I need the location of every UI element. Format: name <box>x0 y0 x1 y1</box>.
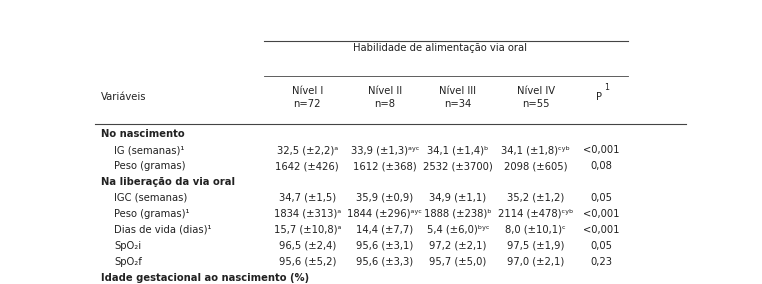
Text: 0,05: 0,05 <box>591 241 613 251</box>
Text: P: P <box>596 93 602 103</box>
Text: 1844 (±296)ᵃʸᶜ: 1844 (±296)ᵃʸᶜ <box>347 209 422 219</box>
Text: 14,4 (±7,7): 14,4 (±7,7) <box>357 225 414 235</box>
Text: 1888 (±238)ᵇ: 1888 (±238)ᵇ <box>424 209 491 219</box>
Text: 8,0 (±10,1)ᶜ: 8,0 (±10,1)ᶜ <box>505 225 566 235</box>
Text: 1612 (±368): 1612 (±368) <box>353 161 417 171</box>
Text: SpO₂f: SpO₂f <box>114 257 142 267</box>
Text: No nascimento: No nascimento <box>101 129 184 139</box>
Text: 0,23: 0,23 <box>591 257 613 267</box>
Text: IG (semanas)¹: IG (semanas)¹ <box>114 145 184 155</box>
Text: Dias de vida (dias)¹: Dias de vida (dias)¹ <box>114 225 212 235</box>
Text: 97,5 (±1,9): 97,5 (±1,9) <box>507 241 565 251</box>
Text: Nível I
n=72: Nível I n=72 <box>292 86 323 109</box>
Text: 95,6 (±5,2): 95,6 (±5,2) <box>279 257 336 267</box>
Text: Na liberação da via oral: Na liberação da via oral <box>101 177 235 187</box>
Text: <0,001: <0,001 <box>583 145 620 155</box>
Text: 95,6 (±3,1): 95,6 (±3,1) <box>357 241 414 251</box>
Text: Peso (gramas)¹: Peso (gramas)¹ <box>114 209 190 219</box>
Text: IGC (semanas): IGC (semanas) <box>114 193 187 203</box>
Text: 1834 (±313)ᵃ: 1834 (±313)ᵃ <box>274 209 341 219</box>
Text: 1: 1 <box>604 83 609 92</box>
Text: 34,9 (±1,1): 34,9 (±1,1) <box>429 193 486 203</box>
Text: Nível III
n=34: Nível III n=34 <box>440 86 476 109</box>
Text: 33,9 (±1,3)ᵃʸᶜ: 33,9 (±1,3)ᵃʸᶜ <box>351 145 419 155</box>
Text: 1642 (±426): 1642 (±426) <box>275 161 339 171</box>
Text: <0,001: <0,001 <box>583 209 620 219</box>
Text: Nível II
n=8: Nível II n=8 <box>368 86 402 109</box>
Text: 2114 (±478)ᶜʸᵇ: 2114 (±478)ᶜʸᵇ <box>498 209 574 219</box>
Text: Idade gestacional ao nascimento (%): Idade gestacional ao nascimento (%) <box>101 273 309 283</box>
Text: 2532 (±3700): 2532 (±3700) <box>423 161 493 171</box>
Text: 95,6 (±3,3): 95,6 (±3,3) <box>357 257 414 267</box>
Text: 34,1 (±1,8)ᶜʸᵇ: 34,1 (±1,8)ᶜʸᵇ <box>501 145 570 155</box>
Text: Peso (gramas): Peso (gramas) <box>114 161 186 171</box>
Text: 97,2 (±2,1): 97,2 (±2,1) <box>429 241 486 251</box>
Text: 97,0 (±2,1): 97,0 (±2,1) <box>507 257 565 267</box>
Text: 34,7 (±1,5): 34,7 (±1,5) <box>279 193 336 203</box>
Text: 2098 (±605): 2098 (±605) <box>504 161 568 171</box>
Text: 0,05: 0,05 <box>591 193 613 203</box>
Text: SpO₂i: SpO₂i <box>114 241 141 251</box>
Text: 35,9 (±0,9): 35,9 (±0,9) <box>357 193 414 203</box>
Text: 34,1 (±1,4)ᵇ: 34,1 (±1,4)ᵇ <box>427 145 488 155</box>
Text: 35,2 (±1,2): 35,2 (±1,2) <box>507 193 565 203</box>
Text: 95,7 (±5,0): 95,7 (±5,0) <box>429 257 486 267</box>
Text: Habilidade de alimentação via oral: Habilidade de alimentação via oral <box>353 43 527 53</box>
Text: 96,5 (±2,4): 96,5 (±2,4) <box>279 241 336 251</box>
Text: <0,001: <0,001 <box>583 225 620 235</box>
Text: Nível IV
n=55: Nível IV n=55 <box>517 86 555 109</box>
Text: 32,5 (±2,2)ᵃ: 32,5 (±2,2)ᵃ <box>277 145 338 155</box>
Text: Variáveis: Variáveis <box>101 93 146 103</box>
Text: 15,7 (±10,8)ᵃ: 15,7 (±10,8)ᵃ <box>274 225 341 235</box>
Text: 5,4 (±6,0)ᵇʸᶜ: 5,4 (±6,0)ᵇʸᶜ <box>427 225 489 235</box>
Text: 0,08: 0,08 <box>591 161 613 171</box>
